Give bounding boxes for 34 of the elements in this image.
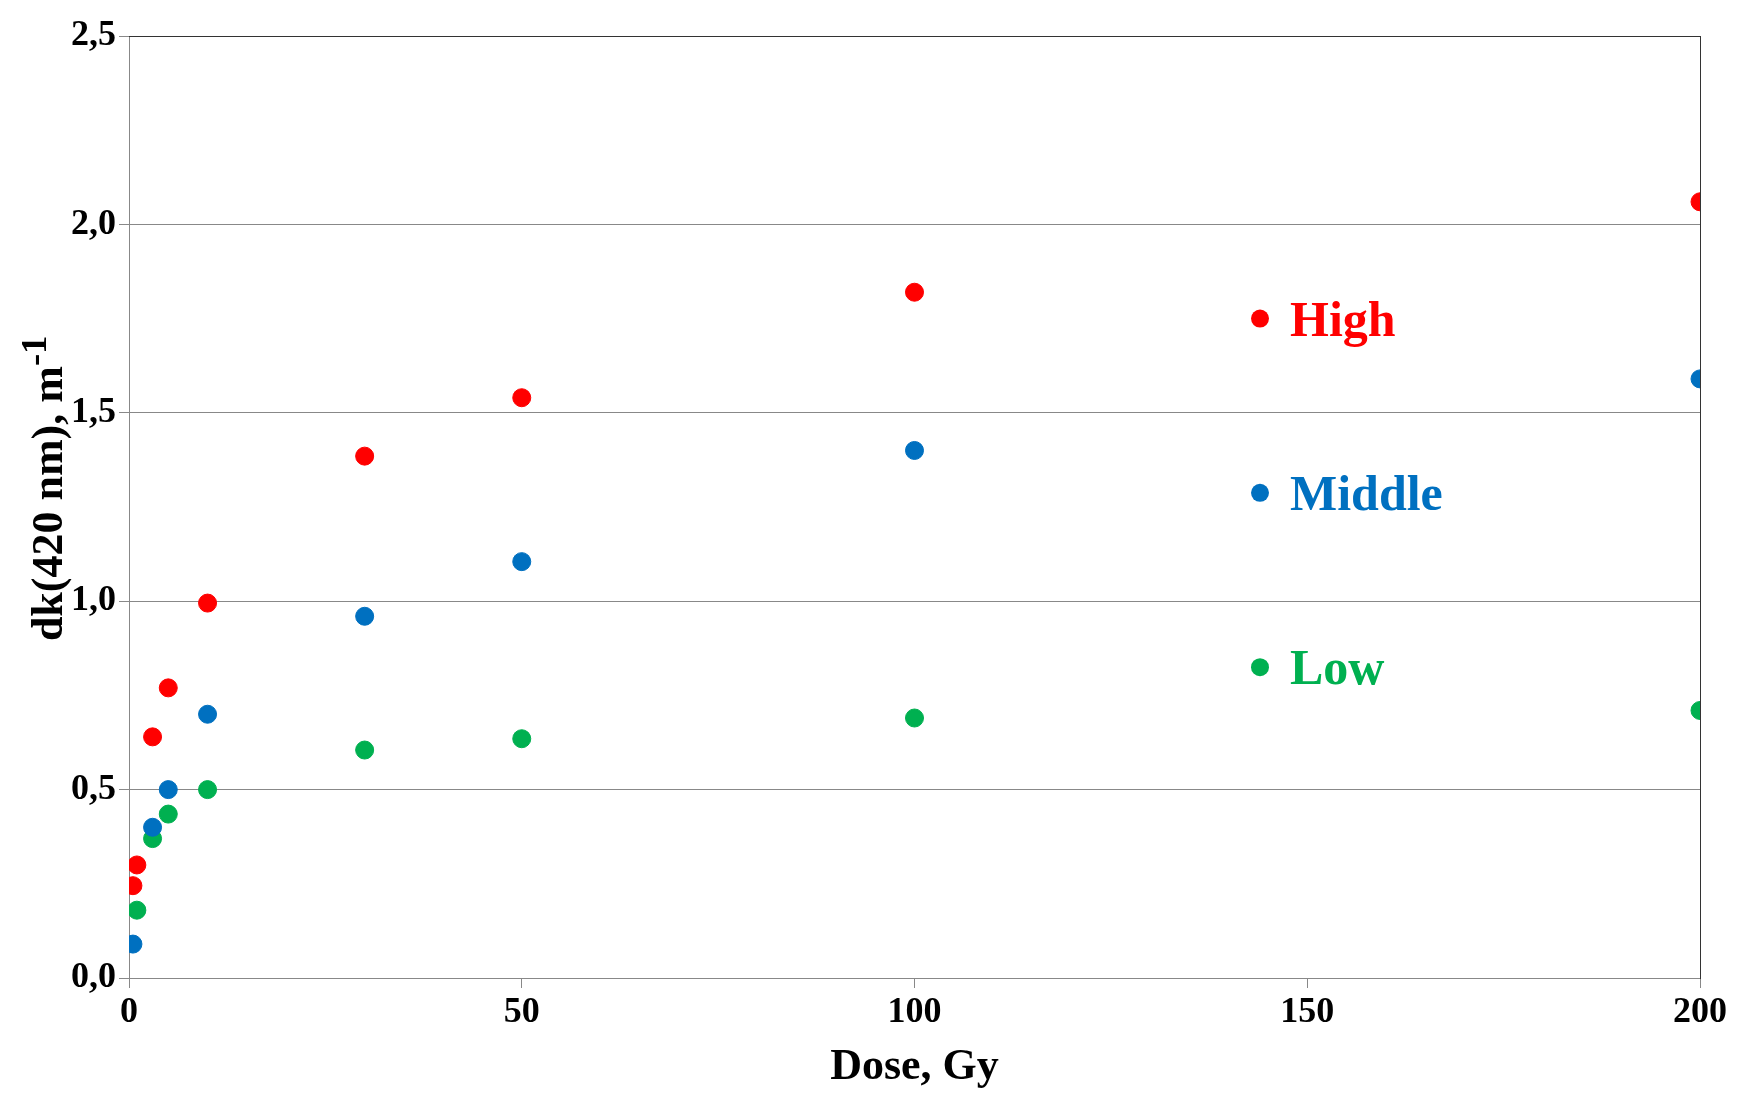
- point: [198, 593, 218, 613]
- point: [129, 855, 147, 875]
- y-tick-label: 1,0: [71, 578, 116, 619]
- y-tick-label: 0,5: [71, 766, 116, 807]
- y-tick-label: 1,5: [71, 390, 116, 431]
- y-tick-label: 2,0: [71, 201, 116, 242]
- point: [143, 817, 163, 837]
- x-tick-label: 150: [1280, 989, 1335, 1030]
- point: [905, 282, 924, 302]
- x-tick-label: 100: [887, 989, 942, 1030]
- legend-label: Middle: [1290, 464, 1443, 521]
- point: [355, 606, 375, 626]
- y-tick-label: 0,0: [71, 955, 116, 996]
- legend-label: High: [1290, 290, 1396, 347]
- point: [198, 780, 218, 800]
- point: [129, 900, 147, 920]
- point: [158, 780, 178, 800]
- point: [905, 440, 924, 460]
- x-tick-label: 200: [1673, 989, 1727, 1030]
- point: [198, 704, 218, 724]
- point: [158, 678, 178, 698]
- point: [143, 727, 163, 747]
- point: [355, 740, 375, 760]
- x-tick-label: 0: [120, 989, 138, 1030]
- point: [355, 446, 375, 466]
- point: [512, 552, 532, 572]
- point: [512, 729, 532, 749]
- x-axis-title: Dose, Gy: [830, 1039, 999, 1089]
- point: [905, 708, 924, 728]
- point: [158, 804, 178, 824]
- point: [512, 388, 532, 408]
- legend-label: Low: [1290, 639, 1385, 696]
- y-tick-label: 2,5: [71, 13, 116, 54]
- x-tick-label: 50: [503, 989, 540, 1030]
